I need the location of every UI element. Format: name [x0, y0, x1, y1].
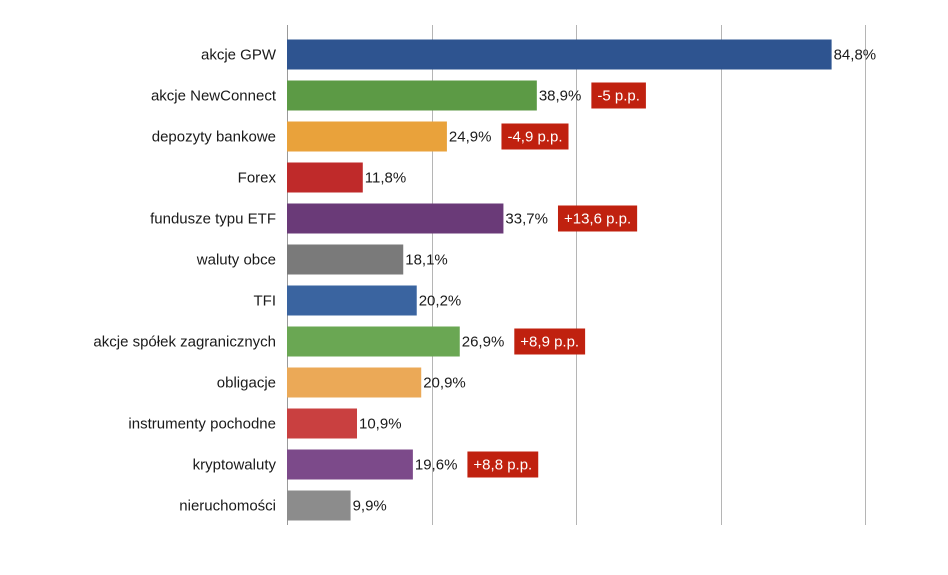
category-label: instrumenty pochodne: [128, 416, 276, 433]
data-label: 11,8%: [365, 170, 406, 187]
bar: [287, 39, 832, 70]
data-label: 24,9%: [449, 129, 492, 146]
category-label: akcje NewConnect: [151, 88, 277, 105]
bar: [287, 285, 417, 316]
data-label: 19,6%: [415, 457, 458, 474]
category-label: Forex: [238, 170, 277, 187]
data-label: 20,9%: [423, 375, 466, 392]
category-label: fundusze typu ETF: [150, 211, 276, 228]
data-label: 18,1%: [405, 252, 448, 269]
change-badge-label: -5 p.p.: [597, 88, 640, 105]
category-label: TFI: [254, 293, 277, 310]
category-label: obligacje: [217, 375, 276, 392]
bars: akcje GPW 84,8% akcje NewConnect 38,9% -5 p.…: [93, 39, 877, 521]
data-label: 10,9%: [359, 416, 402, 433]
data-label: 84,8%: [834, 47, 877, 64]
bar: [287, 244, 404, 275]
change-badge-label: +8,9 p.p.: [520, 334, 579, 351]
data-label: 20,2%: [419, 293, 462, 310]
category-label: depozyty bankowe: [152, 129, 276, 146]
change-badge: [467, 451, 539, 478]
category-label: akcje GPW: [201, 47, 277, 64]
bar: [287, 121, 447, 152]
bar: [287, 326, 460, 357]
bar: [287, 162, 363, 193]
data-label: 9,9%: [353, 498, 387, 515]
bar: [287, 80, 537, 111]
bar: [287, 367, 422, 398]
bar: [287, 449, 413, 480]
change-badge: [501, 123, 569, 150]
change-badge: [514, 328, 586, 355]
change-badge: [591, 82, 646, 109]
change-badge-label: +13,6 p.p.: [564, 211, 631, 228]
change-badge: [557, 205, 638, 232]
category-label: waluty obce: [196, 252, 276, 269]
change-badge-label: +8,8 p.p.: [473, 457, 532, 474]
data-label: 26,9%: [462, 334, 505, 351]
bar: [287, 490, 351, 521]
change-badge-label: -4,9 p.p.: [507, 129, 562, 146]
bar: [287, 203, 504, 234]
bar: [287, 408, 358, 439]
category-label: nieruchomości: [179, 498, 276, 515]
data-label: 33,7%: [505, 211, 548, 228]
category-label: akcje spółek zagranicznych: [93, 334, 276, 351]
data-label: 38,9%: [539, 88, 582, 105]
category-label: kryptowaluty: [193, 457, 277, 474]
